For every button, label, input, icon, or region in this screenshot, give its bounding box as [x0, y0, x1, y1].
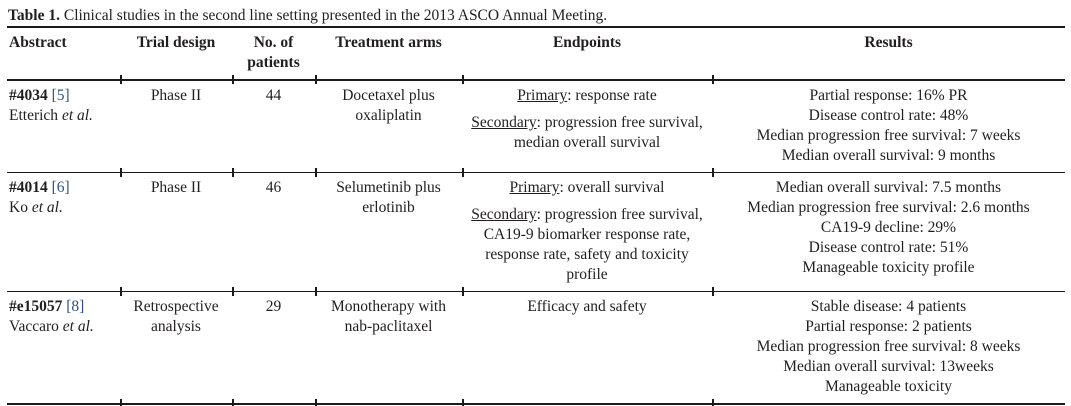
- table-title-text: Clinical studies in the second line sett…: [63, 7, 608, 24]
- table-row: #e15057 [8] Vaccaro et al. Retrospective…: [7, 292, 1065, 403]
- column-tick: [120, 399, 122, 406]
- cell-results: Stable disease: 4 patients Partial respo…: [756, 298, 1021, 395]
- endpoint-primary: Primary: response rate: [465, 86, 709, 106]
- row-separator: [7, 287, 1065, 296]
- author-name: Vaccaro: [9, 318, 59, 335]
- clinical-studies-table: Table 1. Clinical studies in the second …: [7, 5, 1065, 406]
- cell-results: Partial response: 16% PR Disease control…: [756, 87, 1021, 164]
- abstract-id: #4014: [9, 179, 48, 196]
- header-treatment-arms: Treatment arms: [335, 34, 442, 51]
- column-tick: [315, 75, 317, 84]
- table-title: Table 1. Clinical studies in the second …: [7, 5, 1065, 26]
- secondary-label: Secondary: [471, 206, 537, 223]
- cell-patients: 44: [265, 87, 282, 104]
- column-tick: [712, 168, 714, 177]
- abstract-id: #4034: [9, 87, 48, 104]
- column-tick: [462, 287, 464, 296]
- abstract-id: #e15057: [9, 298, 63, 315]
- table-header-row: Abstract Trial design No. of patients Tr…: [7, 28, 1065, 79]
- column-tick: [120, 287, 122, 296]
- secondary-text: : progression free survival, CA19-9 biom…: [483, 206, 703, 283]
- header-no-of-patients: No. of patients: [247, 34, 300, 71]
- bottom-rule: [7, 399, 1065, 406]
- column-tick: [712, 287, 714, 296]
- cell-abstract: #e15057 [8] Vaccaro et al.: [7, 292, 120, 403]
- cell-trial-design: Phase II: [150, 179, 202, 196]
- reference-link[interactable]: [6]: [51, 179, 70, 196]
- table-title-label: Table 1.: [8, 7, 60, 24]
- header-endpoints: Endpoints: [552, 34, 622, 51]
- endpoint-secondary: Secondary: progression free survival, CA…: [465, 205, 709, 285]
- table-row: #4014 [6] Ko et al. Phase II 46 Selumeti…: [7, 173, 1065, 291]
- header-abstract: Abstract: [9, 34, 67, 51]
- cell-trial-design: Retrospective analysis: [133, 298, 219, 335]
- cell-endpoints: Efficacy and safety: [527, 298, 647, 315]
- etal-label: et al.: [61, 107, 93, 124]
- column-tick: [462, 75, 464, 84]
- row-separator: [7, 168, 1065, 177]
- column-tick: [232, 287, 234, 296]
- column-tick: [120, 75, 122, 84]
- cell-treatment-arms: Selumetinib plus erlotinib: [336, 179, 441, 216]
- header-trial-design: Trial design: [136, 34, 216, 51]
- column-tick: [315, 287, 317, 296]
- column-tick: [462, 168, 464, 177]
- reference-link[interactable]: [8]: [66, 298, 85, 315]
- cell-abstract: #4034 [5] Etterich et al.: [7, 81, 120, 172]
- cell-patients: 29: [265, 298, 282, 315]
- author-name: Ko: [9, 199, 28, 216]
- column-tick: [232, 168, 234, 177]
- cell-trial-design: Phase II: [150, 87, 202, 104]
- column-tick: [712, 399, 714, 406]
- primary-text: : overall survival: [559, 179, 665, 196]
- column-tick: [712, 75, 714, 84]
- cell-endpoints: Primary: overall survival Secondary: pro…: [462, 173, 712, 291]
- title-rule: [7, 26, 1065, 28]
- primary-text: : response rate: [567, 87, 657, 104]
- column-tick: [232, 75, 234, 84]
- secondary-text: : progression free survival, median over…: [513, 114, 703, 151]
- table-row: #4034 [5] Etterich et al. Phase II 44 Do…: [7, 81, 1065, 172]
- secondary-label: Secondary: [471, 114, 537, 131]
- etal-label: et al.: [62, 318, 94, 335]
- cell-patients: 46: [265, 179, 282, 196]
- column-tick: [315, 168, 317, 177]
- cell-treatment-arms: Docetaxel plus oxaliplatin: [342, 87, 435, 124]
- column-tick: [120, 168, 122, 177]
- etal-label: et al.: [31, 199, 63, 216]
- column-tick: [232, 399, 234, 406]
- cell-treatment-arms: Monotherapy with nab-paclitaxel: [331, 298, 446, 335]
- cell-endpoints: Primary: response rate Secondary: progre…: [462, 81, 712, 172]
- author-name: Etterich: [9, 107, 59, 124]
- cell-abstract: #4014 [6] Ko et al.: [7, 173, 120, 291]
- endpoint-primary: Primary: overall survival: [465, 178, 709, 198]
- cell-results: Median overall survival: 7.5 months Medi…: [747, 179, 1030, 276]
- primary-label: Primary: [509, 179, 560, 196]
- primary-label: Primary: [517, 87, 568, 104]
- column-tick: [462, 399, 464, 406]
- endpoint-secondary: Secondary: progression free survival, me…: [465, 113, 709, 153]
- column-tick: [315, 399, 317, 406]
- header-rule: [7, 75, 1065, 84]
- reference-link[interactable]: [5]: [51, 87, 70, 104]
- header-results: Results: [864, 34, 913, 51]
